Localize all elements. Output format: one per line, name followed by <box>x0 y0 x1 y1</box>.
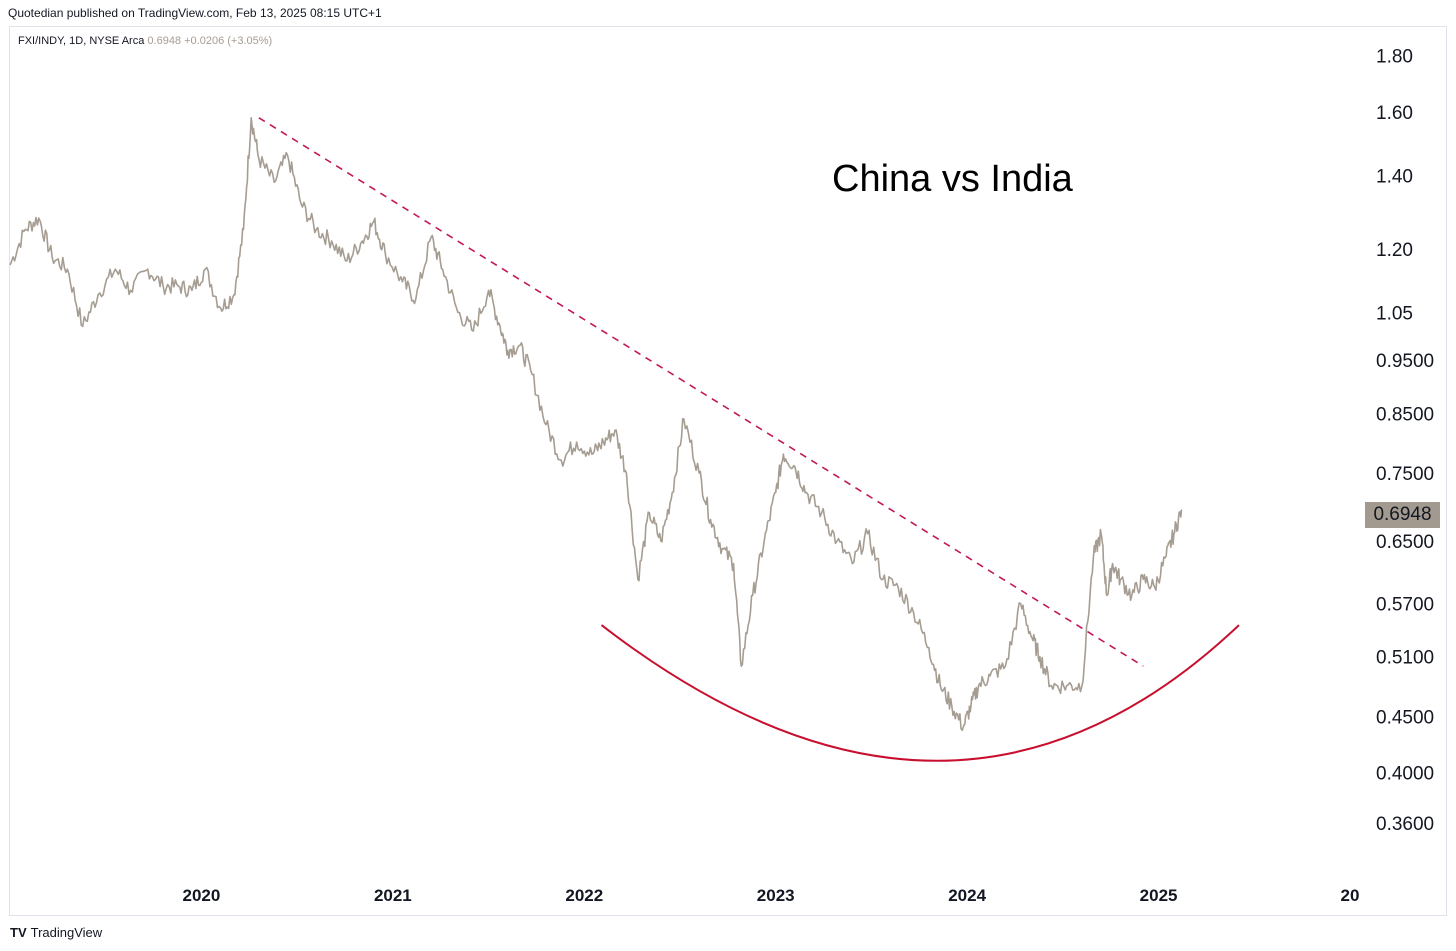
y-tick-label: 0.4500 <box>1376 707 1434 728</box>
x-tick-label: 2020 <box>183 886 221 905</box>
symbol-name: FXI/INDY, 1D, NYSE Arca <box>18 35 145 47</box>
y-tick-label: 0.5100 <box>1376 648 1434 669</box>
rounding-bottom-arc <box>600 624 1240 762</box>
y-tick-label: 1.80 <box>1376 47 1413 68</box>
y-tick-label: 0.3600 <box>1376 814 1434 835</box>
x-tick-label: 2024 <box>948 886 986 905</box>
y-tick-label: 0.5700 <box>1376 595 1434 616</box>
symbol-price: 0.6948 <box>147 35 182 47</box>
symbol-legend: FXI/INDY, 1D, NYSE Arca 0.6948 +0.0206 (… <box>18 35 272 47</box>
tradingview-brand: TradingView <box>30 925 103 940</box>
price-series-line <box>9 117 1183 732</box>
symbol-change: +0.0206 (+3.05%) <box>184 35 273 47</box>
y-tick-label: 1.60 <box>1376 103 1413 124</box>
chart-frame[interactable] <box>9 26 1447 916</box>
x-tick-label: 2021 <box>374 886 412 905</box>
y-tick-label: 0.4000 <box>1376 764 1434 785</box>
y-tick-label: 0.6500 <box>1376 532 1434 553</box>
y-tick-label: 0.8500 <box>1376 404 1434 425</box>
y-tick-label: 0.7500 <box>1376 464 1434 485</box>
tradingview-logo-icon: TV <box>10 925 27 940</box>
y-tick-label: 1.05 <box>1376 304 1413 325</box>
x-tick-label: 2023 <box>757 886 795 905</box>
published-by-header: Quotedian published on TradingView.com, … <box>8 6 382 20</box>
tradingview-footer: TV TradingView <box>10 925 102 940</box>
y-tick-label: 1.40 <box>1376 166 1413 187</box>
chart-title: China vs India <box>832 158 1073 200</box>
x-tick-label: 2025 <box>1140 886 1178 905</box>
last-price-label: 0.6948 <box>1365 502 1440 528</box>
y-tick-label: 0.9500 <box>1376 351 1434 372</box>
downtrend-dashed-line <box>258 117 1144 667</box>
y-tick-label: 1.20 <box>1376 240 1413 261</box>
x-tick-label: 20 <box>1341 886 1360 905</box>
x-tick-label: 2022 <box>565 886 603 905</box>
